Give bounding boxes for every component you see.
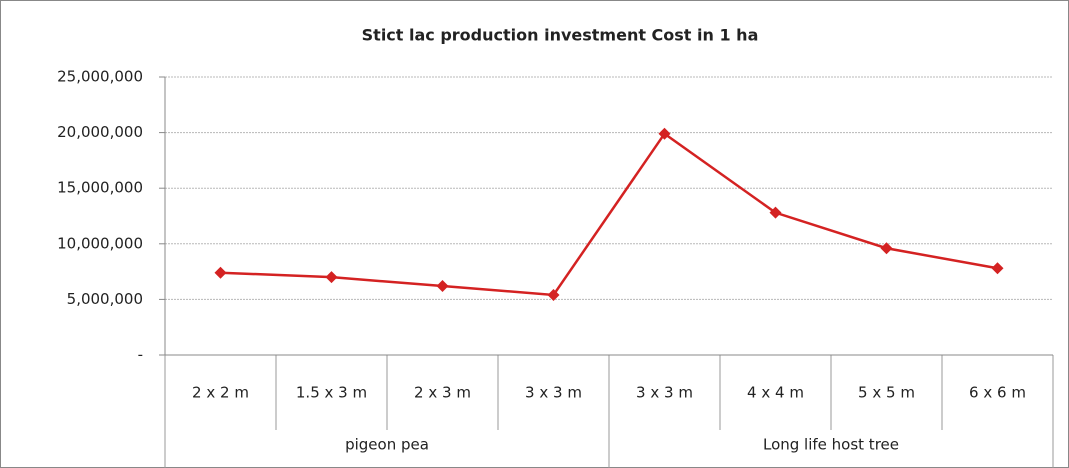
data-point: [880, 242, 893, 255]
y-tick-label: 20,000,000: [57, 123, 143, 141]
group-label: Long life host tree: [763, 436, 899, 454]
data-point: [325, 271, 338, 284]
x-tick-label: 6 x 6 m: [969, 384, 1026, 402]
chart-title: Stict lac production investment Cost in …: [362, 26, 759, 45]
data-point: [769, 206, 782, 219]
x-tick-label: 1.5 x 3 m: [296, 384, 367, 402]
y-tick-label: 25,000,000: [57, 68, 143, 86]
x-tick-label: 3 x 3 m: [636, 384, 693, 402]
x-tick-label: 3 x 3 m: [525, 384, 582, 402]
data-point: [658, 127, 671, 140]
series-line: [220, 131, 998, 297]
x-tick-label: 4 x 4 m: [747, 384, 804, 402]
group-label: pigeon pea: [345, 436, 429, 454]
data-point: [436, 280, 449, 293]
x-tick-label: 2 x 3 m: [414, 384, 471, 402]
data-point: [547, 288, 560, 301]
y-tick-label: 10,000,000: [57, 234, 143, 252]
y-tick-label: -: [138, 346, 143, 364]
x-tick-label: 5 x 5 m: [858, 384, 915, 402]
data-point: [991, 262, 1004, 275]
y-tick-label: 15,000,000: [57, 179, 143, 197]
x-tick-label: 2 x 2 m: [192, 384, 249, 402]
y-tick-label: 5,000,000: [67, 290, 143, 308]
data-point: [214, 266, 227, 279]
